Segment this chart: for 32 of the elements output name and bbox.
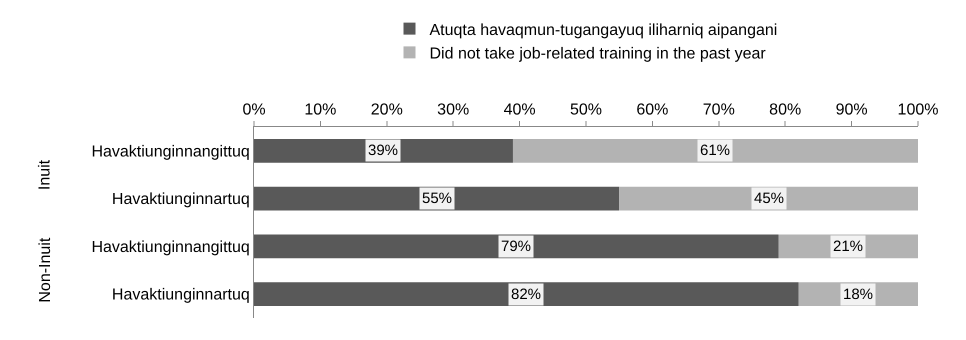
x-tick-label: 40% [504, 102, 536, 119]
bar [512, 138, 918, 163]
x-tick-label: 70% [702, 102, 735, 119]
y-tick-label: Havaktiunginnartuq [112, 191, 250, 208]
data-label: 79% [501, 238, 532, 255]
legend-label: Did not take job-related training in the past year [430, 46, 766, 63]
text: Inuit [36, 159, 54, 190]
x-tick-label: 80% [769, 102, 802, 119]
x-tick-label: 10% [304, 102, 336, 119]
data-label: 45% [754, 190, 784, 207]
data-label: 18% [843, 286, 874, 303]
legend-label: Atuqta havaqmun-tugangayuq iliharniq aipangani [430, 22, 778, 39]
data-label: 39% [368, 142, 398, 159]
bar [254, 282, 798, 306]
x-tick-label: 20% [370, 102, 403, 119]
x-tick-label: 90% [836, 102, 868, 119]
bar [619, 186, 918, 211]
y-tick-label: Havaktiunginnartuq [112, 286, 250, 304]
x-tick-label: 50% [570, 102, 602, 119]
x-tick-label: 60% [636, 102, 668, 119]
y-tick-label: Havaktiunginnangittuq [91, 143, 250, 160]
data-label: 55% [422, 190, 452, 207]
x-tick-label: 0% [242, 102, 266, 119]
data-label: 82% [511, 286, 542, 303]
x-tick-label: 30% [437, 102, 470, 119]
bar [254, 186, 620, 211]
y-tick-label: Havaktiunginnangittuq [91, 238, 250, 256]
text: Non-Inuit [37, 237, 54, 303]
data-label: 21% [833, 238, 864, 255]
data-label: 61% [700, 142, 730, 159]
bar [254, 234, 779, 258]
x-tick-label: 100% [898, 102, 938, 119]
